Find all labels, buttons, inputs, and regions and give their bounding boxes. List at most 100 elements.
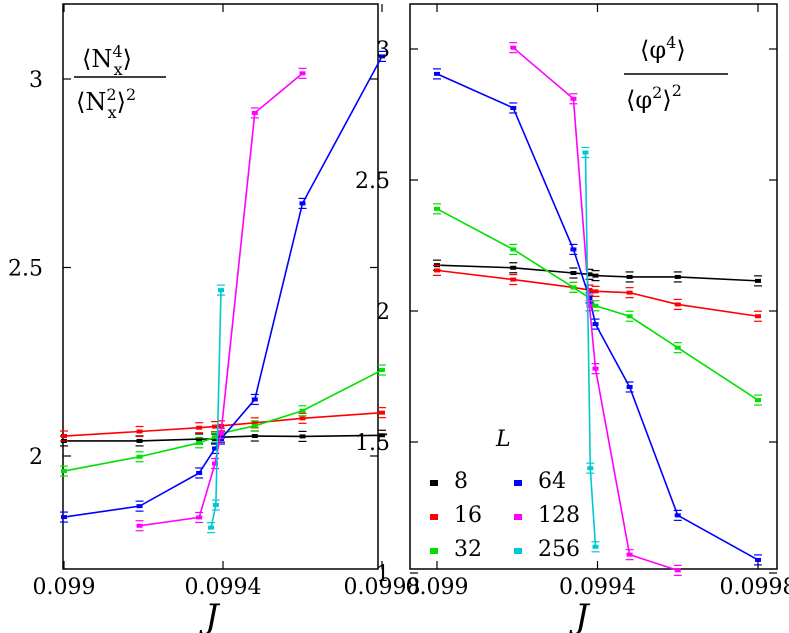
legend-swatch-128 (514, 514, 522, 520)
data-point (586, 288, 593, 293)
y-tick-label: 2 (376, 300, 390, 325)
data-point (434, 71, 440, 76)
data-point (626, 314, 633, 319)
legend-swatch-256 (514, 548, 522, 554)
legend: L 8 64 16 128 32 256 (430, 427, 580, 562)
x-tick-label: 0.0998 (720, 575, 789, 600)
formula-left-den: ⟨N (76, 88, 106, 116)
data-point (196, 440, 203, 445)
legend-label-16: 16 (454, 503, 482, 528)
series-line-64 (63, 55, 383, 518)
data-point (379, 54, 385, 59)
formula-right-den: ⟨φ (626, 86, 652, 114)
series-32 (433, 203, 762, 406)
data-point (674, 513, 681, 518)
data-point (379, 410, 385, 415)
formula-left-den-close: ⟩ (117, 88, 126, 116)
data-point (196, 437, 203, 442)
series-8 (433, 259, 762, 287)
series-line-256 (210, 290, 222, 528)
data-point (212, 503, 219, 508)
data-point (510, 247, 517, 252)
data-point (626, 290, 633, 295)
data-point (592, 289, 599, 294)
data-point (592, 544, 599, 549)
y-tick-label: 1 (376, 562, 390, 587)
data-point (299, 201, 306, 206)
formula-right-num-close: ⟩ (676, 36, 685, 64)
data-point (251, 110, 258, 115)
data-point (251, 397, 258, 402)
legend-swatch-32 (430, 548, 438, 554)
data-point (510, 45, 517, 50)
legend-title: L (495, 427, 511, 452)
formula-right-num: ⟨φ (640, 36, 666, 64)
data-point (592, 366, 599, 371)
x-tick-label: 0.0994 (559, 575, 636, 600)
data-point (570, 247, 577, 252)
data-point (218, 431, 225, 436)
formula-left-den-sup: 2 (106, 85, 116, 104)
x-tick-label: 0.099 (33, 575, 96, 600)
data-point (755, 314, 761, 319)
data-point (755, 557, 761, 562)
legend-label-64: 64 (538, 469, 566, 494)
legend-swatch-64 (514, 480, 522, 486)
formula-right-num-sup: 4 (666, 33, 676, 52)
left-plot-frame (62, 3, 379, 570)
series-256 (207, 284, 226, 534)
series-line-8 (436, 264, 759, 282)
data-point (136, 454, 143, 459)
right-x-axis-title: J (569, 597, 591, 633)
y-tick-label: 1.5 (355, 431, 390, 456)
data-point (626, 274, 633, 279)
data-point (136, 429, 143, 434)
y-tick-label: 3 (29, 68, 43, 93)
right-y-formula: ⟨φ4⟩ ⟨φ2⟩2 (624, 33, 728, 114)
data-point (570, 271, 577, 276)
series-line-64 (436, 73, 759, 561)
series-64 (433, 68, 762, 566)
data-point (196, 470, 203, 475)
data-point (299, 408, 306, 413)
y-tick-label: 3 (376, 38, 390, 63)
data-point (251, 423, 258, 428)
data-point (251, 420, 258, 425)
formula-left-den-pow: 2 (126, 85, 136, 104)
data-point (136, 504, 143, 509)
series-line-128 (512, 47, 678, 572)
data-point (586, 272, 593, 277)
data-point (196, 515, 203, 520)
data-point (510, 265, 517, 270)
legend-label-128: 128 (538, 503, 580, 528)
series-128 (509, 42, 682, 576)
formula-right-den-pow: 2 (672, 81, 682, 100)
formula-left-den-sub: x (108, 103, 117, 122)
formula-left-num-close: ⟩ (123, 45, 132, 73)
data-point (299, 416, 306, 421)
svg-text:⟨φ2⟩2: ⟨φ2⟩2 (626, 81, 682, 114)
data-point (755, 278, 761, 283)
data-point (674, 274, 681, 279)
data-point (674, 345, 681, 350)
right-plot-frame (409, 3, 778, 570)
svg-text:⟨N2x⟩2: ⟨N2 x⟩2 (76, 85, 136, 122)
data-point (196, 425, 203, 430)
legend-label-8: 8 (454, 469, 468, 494)
data-point (299, 71, 306, 76)
series-line-32 (436, 208, 759, 401)
formula-left-num-sup: 4 (112, 42, 122, 61)
data-point (586, 303, 593, 308)
svg-text:⟨φ4⟩: ⟨φ4⟩ (640, 33, 686, 64)
data-point (61, 469, 67, 474)
left-y-formula: ⟨N4 x⟩ ⟨N2 x⟩2 (74, 42, 166, 122)
legend-swatch-16 (430, 514, 438, 520)
data-point (570, 96, 577, 101)
data-point (434, 268, 440, 273)
data-point (208, 525, 215, 530)
data-point (592, 322, 599, 327)
left-x-axis-title: J (199, 597, 221, 633)
data-point (755, 398, 761, 403)
data-point (212, 424, 219, 429)
